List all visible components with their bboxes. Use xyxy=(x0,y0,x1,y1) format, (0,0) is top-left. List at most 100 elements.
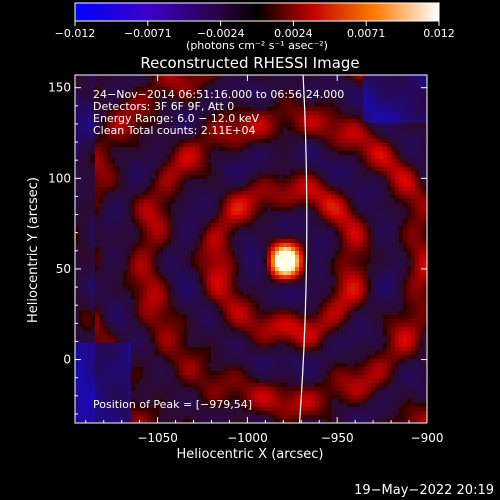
heatmap-cell xyxy=(239,195,244,200)
heatmap-cell xyxy=(223,311,228,316)
heatmap-cell xyxy=(227,279,232,284)
heatmap-cell xyxy=(291,331,296,336)
heatmap-cell xyxy=(283,99,288,104)
heatmap-cell xyxy=(207,123,212,128)
heatmap-cell xyxy=(99,239,104,244)
heatmap-cell xyxy=(291,367,296,372)
heatmap-cell xyxy=(267,363,272,368)
heatmap-cell xyxy=(143,195,148,200)
heatmap-cell xyxy=(207,251,212,256)
heatmap-cell xyxy=(179,227,184,232)
heatmap-cell xyxy=(203,183,208,188)
heatmap-cell xyxy=(143,187,148,192)
heatmap-cell xyxy=(295,359,300,364)
heatmap-cell xyxy=(111,115,116,120)
heatmap-cell xyxy=(279,147,284,152)
heatmap-cell xyxy=(175,239,180,244)
heatmap-cell xyxy=(259,131,264,136)
heatmap-cell xyxy=(83,299,88,304)
heatmap-cell xyxy=(99,215,104,220)
heatmap-cell xyxy=(291,215,296,220)
heatmap-cell xyxy=(79,227,84,232)
heatmap-cell xyxy=(267,183,272,188)
heatmap-cell xyxy=(279,295,284,300)
heatmap-cell xyxy=(211,103,216,108)
heatmap-cell xyxy=(235,79,240,84)
heatmap-cell xyxy=(135,355,140,360)
heatmap-cell xyxy=(235,75,240,80)
heatmap-cell xyxy=(243,367,248,372)
heatmap-cell xyxy=(243,239,248,244)
heatmap-cell xyxy=(131,155,136,160)
heatmap-cell xyxy=(299,259,304,264)
heatmap-cell xyxy=(243,331,248,336)
heatmap-cell xyxy=(255,171,260,176)
heatmap-cell xyxy=(139,191,144,196)
heatmap-cell xyxy=(227,355,232,360)
heatmap-cell xyxy=(235,287,240,292)
heatmap-cell xyxy=(299,267,304,272)
heatmap-cell xyxy=(259,219,264,224)
heatmap-cell xyxy=(159,315,164,320)
heatmap-cell xyxy=(147,99,152,104)
heatmap-cell xyxy=(159,187,164,192)
heatmap-cell xyxy=(235,83,240,88)
heatmap-cell xyxy=(279,283,284,288)
heatmap-cell xyxy=(291,383,296,388)
heatmap-cell xyxy=(127,115,132,120)
heatmap-cell xyxy=(235,115,240,120)
heatmap-cell xyxy=(147,131,152,136)
heatmap-cell xyxy=(155,223,160,228)
heatmap-cell xyxy=(183,303,188,308)
heatmap-cell xyxy=(231,271,236,276)
heatmap-cell xyxy=(163,75,168,80)
heatmap-cell xyxy=(175,367,180,372)
heatmap-cell xyxy=(159,87,164,92)
heatmap-cell xyxy=(103,167,108,172)
heatmap-cell xyxy=(127,75,132,80)
heatmap-cell xyxy=(87,299,92,304)
heatmap-cell xyxy=(95,323,100,328)
heatmap-cell xyxy=(243,199,248,204)
heatmap-cell xyxy=(271,311,276,316)
heatmap-cell xyxy=(83,339,88,344)
heatmap-cell xyxy=(279,375,284,380)
heatmap-cell xyxy=(91,135,96,140)
heatmap-cell xyxy=(239,83,244,88)
heatmap-cell xyxy=(239,251,244,256)
heatmap-cell xyxy=(95,403,100,408)
heatmap-cell xyxy=(199,411,204,416)
heatmap-cell xyxy=(231,171,236,176)
heatmap-cell xyxy=(287,287,292,292)
heatmap-cell xyxy=(243,411,248,416)
heatmap-cell xyxy=(203,391,208,396)
heatmap-cell xyxy=(119,111,124,116)
heatmap-cell xyxy=(107,251,112,256)
heatmap-cell xyxy=(267,299,272,304)
heatmap-cell xyxy=(135,79,140,84)
heatmap-cell xyxy=(291,163,296,168)
heatmap-cell xyxy=(271,387,276,392)
heatmap-cell xyxy=(183,131,188,136)
heatmap-cell xyxy=(287,323,292,328)
heatmap-cell xyxy=(231,211,236,216)
heatmap-cell xyxy=(171,407,176,412)
heatmap-cell xyxy=(139,143,144,148)
heatmap-cell xyxy=(299,79,304,84)
heatmap-cell xyxy=(263,99,268,104)
heatmap-cell xyxy=(247,203,252,208)
heatmap-cell xyxy=(211,79,216,84)
heatmap-cell xyxy=(203,107,208,112)
heatmap-cell xyxy=(143,95,148,100)
heatmap-cell xyxy=(167,355,172,360)
heatmap-cell xyxy=(155,171,160,176)
heatmap-cell xyxy=(99,199,104,204)
heatmap-cell xyxy=(183,363,188,368)
heatmap-cell xyxy=(99,299,104,304)
heatmap-cell xyxy=(263,363,268,368)
heatmap-cell xyxy=(263,379,268,384)
heatmap-cell xyxy=(263,291,268,296)
heatmap-cell xyxy=(291,127,296,132)
heatmap-cell xyxy=(267,371,272,376)
heatmap-cell xyxy=(299,375,304,380)
